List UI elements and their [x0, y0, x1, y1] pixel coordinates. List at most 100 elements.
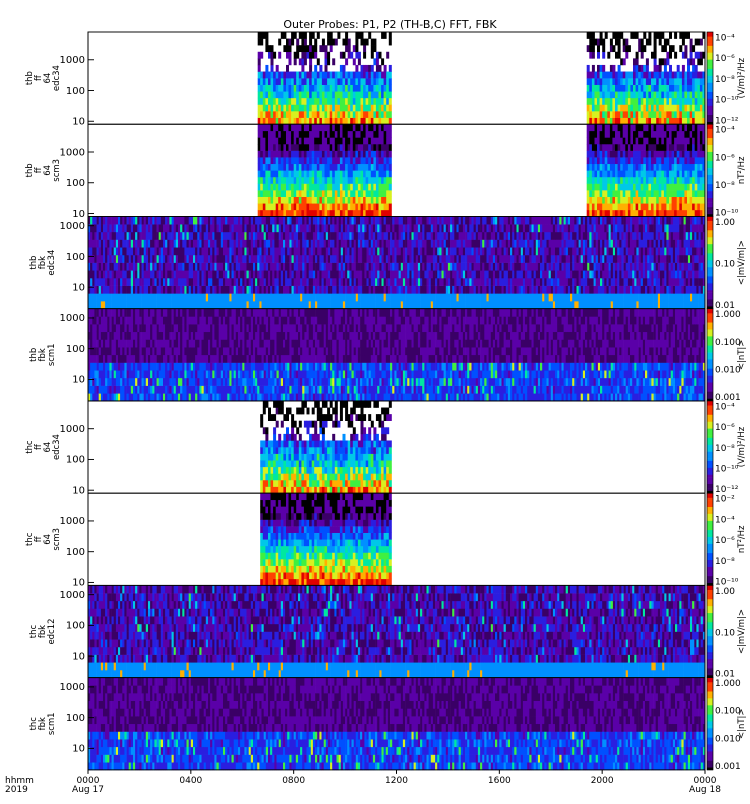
- spectrogram-cell: [429, 278, 432, 286]
- spectrogram-cell: [165, 286, 168, 294]
- spectrogram-cell: [307, 124, 310, 131]
- spectrogram-cell: [236, 270, 239, 278]
- spectrogram-cell: [263, 151, 266, 158]
- spectrogram-cell: [343, 301, 346, 309]
- spectrogram-cell: [332, 293, 335, 301]
- spectrogram-cell: [343, 247, 346, 255]
- spectrogram-cell: [607, 197, 610, 204]
- spectrogram-cell: [343, 151, 346, 158]
- spectrogram-cell: [661, 91, 664, 98]
- spectrogram-cell: [309, 85, 312, 92]
- spectrogram-cell: [176, 240, 179, 248]
- spectrogram-cell: [418, 263, 421, 271]
- spectrogram-cell: [221, 224, 224, 232]
- spectrogram-cell: [623, 184, 626, 191]
- spectrogram-cell: [313, 240, 316, 248]
- spectrogram-cell: [337, 255, 340, 263]
- spectrogram-cell: [105, 240, 108, 248]
- spectrogram-cell: [94, 263, 97, 271]
- spectrogram-cell: [161, 293, 164, 301]
- spectrogram-cell: [281, 240, 284, 248]
- spectrogram-cell: [674, 72, 677, 79]
- spectrogram-cell: [266, 263, 269, 271]
- spectrogram-cell: [277, 255, 280, 263]
- spectrogram-cell: [679, 203, 682, 210]
- spectrogram-cell: [399, 301, 402, 309]
- spectrogram-cell: [309, 91, 312, 98]
- spectrogram-cell: [636, 190, 639, 197]
- spectrogram-cell: [187, 270, 190, 278]
- spectrogram-cell: [618, 32, 621, 39]
- spectrogram-cell: [322, 270, 325, 278]
- spectrogram-cell: [615, 104, 618, 111]
- spectrogram-cell: [322, 78, 325, 85]
- spectrogram-cell: [625, 144, 628, 151]
- spectrogram-cell: [605, 157, 608, 164]
- spectrogram-cell: [154, 224, 157, 232]
- spectrogram-cell: [630, 98, 633, 105]
- spectrogram-cell: [304, 32, 307, 39]
- spectrogram-cell: [322, 263, 325, 271]
- spectrogram-cell: [641, 72, 644, 79]
- spectrogram-cell: [679, 98, 682, 105]
- spectrogram-cell: [643, 85, 646, 92]
- spectrogram-cell: [499, 301, 502, 309]
- spectrogram-cell: [607, 184, 610, 191]
- spectrogram-cell: [325, 111, 328, 118]
- spectrogram-cell: [289, 151, 292, 158]
- spectrogram-cell: [489, 270, 492, 278]
- spectrogram-cell: [361, 32, 364, 39]
- spectrogram-cell: [695, 157, 698, 164]
- spectrogram-cell: [314, 151, 317, 158]
- spectrogram-cell: [332, 263, 335, 271]
- spectrogram-cell: [337, 293, 340, 301]
- spectrogram-cell: [291, 131, 294, 138]
- spectrogram-cell: [376, 203, 379, 210]
- spectrogram-cell: [366, 111, 369, 118]
- spectrogram-cell: [277, 293, 280, 301]
- spectrogram-cell: [135, 232, 138, 240]
- y-tick-label: 100: [66, 178, 85, 189]
- spectrogram-cell: [273, 72, 276, 79]
- spectrogram-cell: [361, 164, 364, 171]
- spectrogram-cell: [277, 240, 280, 248]
- spectrogram-cell: [623, 58, 626, 65]
- spectrogram-cell: [332, 203, 335, 210]
- spectrogram-cell: [659, 39, 662, 46]
- spectrogram-cell: [684, 118, 687, 125]
- spectrogram-cell: [643, 151, 646, 158]
- spectrogram-cell: [618, 190, 621, 197]
- spectrogram-cell: [247, 232, 250, 240]
- spectrogram-cell: [120, 263, 123, 271]
- spectrogram-cell: [260, 72, 263, 79]
- spectrogram-cell: [388, 270, 391, 278]
- spectrogram-cell: [353, 85, 356, 92]
- spectrogram-cell: [499, 247, 502, 255]
- spectrogram-cell: [307, 270, 310, 278]
- spectrogram-cell: [309, 151, 312, 158]
- spectrogram-cell: [654, 151, 657, 158]
- spectrogram-cell: [251, 224, 254, 232]
- spectrogram-cell: [353, 131, 356, 138]
- spectrogram-cell: [376, 177, 379, 184]
- spectrogram-cell: [407, 224, 410, 232]
- spectrogram-cell: [131, 247, 134, 255]
- spectrogram-cell: [589, 170, 592, 177]
- spectrogram-cell: [294, 32, 297, 39]
- spectrogram-cell: [291, 78, 294, 85]
- spectrogram-cell: [651, 137, 654, 144]
- spectrogram-cell: [651, 203, 654, 210]
- spectrogram-cell: [131, 255, 134, 263]
- spectrogram-cell: [278, 91, 281, 98]
- spectrogram-cell: [589, 157, 592, 164]
- spectrogram-cell: [272, 301, 275, 309]
- spectrogram-cell: [625, 78, 628, 85]
- spectrogram-cell: [335, 104, 338, 111]
- spectrogram-cell: [180, 278, 183, 286]
- spectrogram-cell: [389, 65, 392, 72]
- spectrogram-cell: [474, 247, 477, 255]
- spectrogram-cell: [343, 118, 346, 125]
- spectrogram-cell: [484, 216, 487, 224]
- spectrogram-cell: [240, 240, 243, 248]
- spectrogram-cell: [202, 278, 205, 286]
